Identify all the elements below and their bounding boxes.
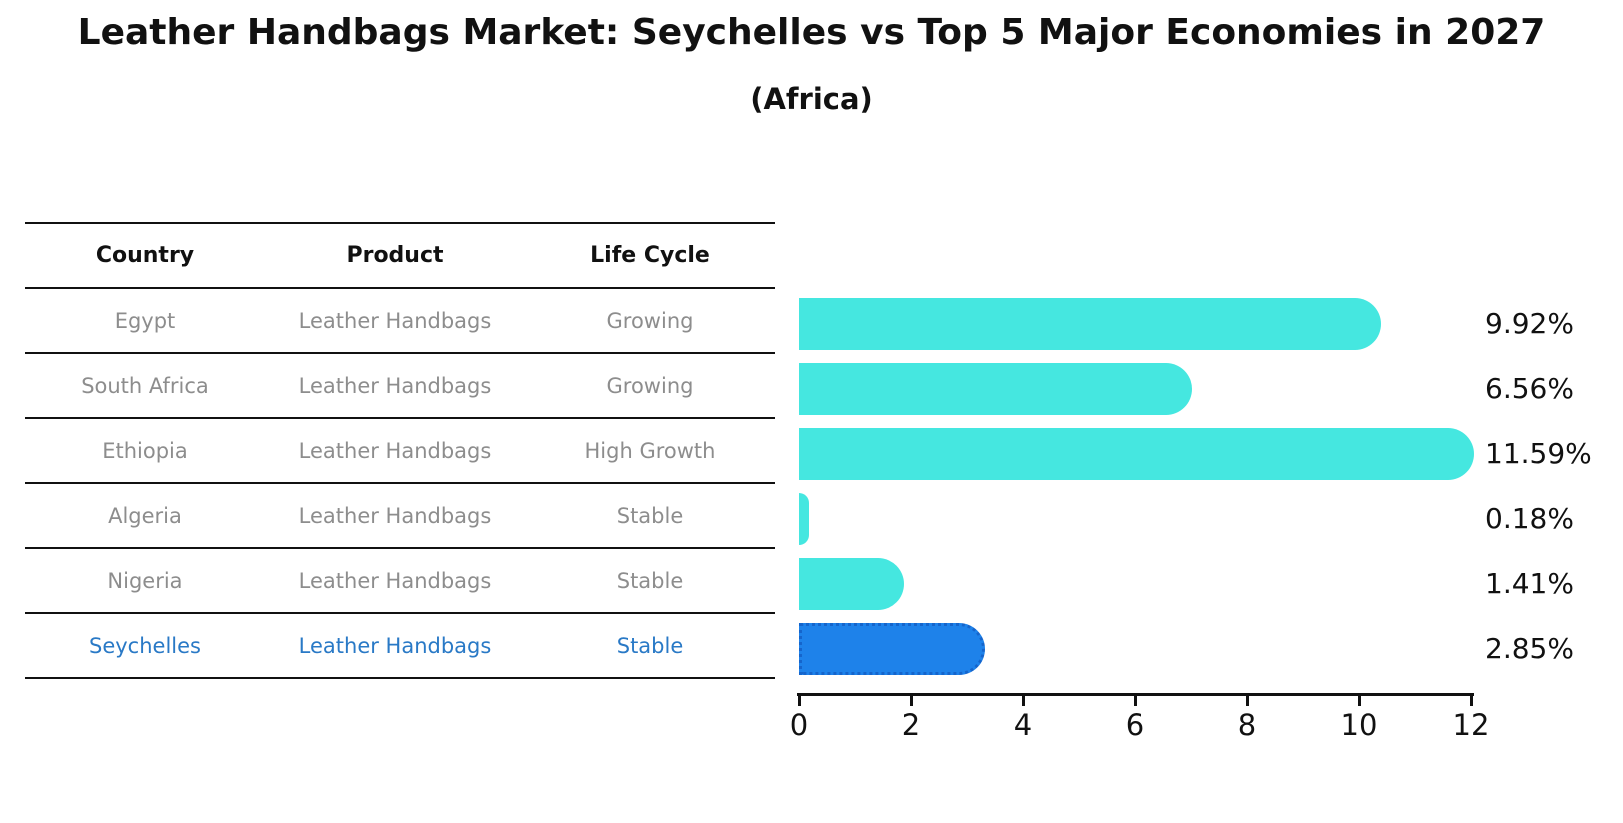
table-cell-product: Leather Handbags bbox=[298, 568, 492, 593]
bar bbox=[799, 493, 810, 545]
x-axis-tick bbox=[1022, 696, 1025, 706]
table-cell-country: Ethiopia bbox=[102, 438, 188, 463]
table-cell-life_cycle: Stable bbox=[616, 503, 684, 528]
table-cell-product: Leather Handbags bbox=[298, 373, 492, 398]
table-cell-product: Leather Handbags bbox=[298, 633, 492, 658]
bar bbox=[799, 298, 1381, 350]
table-row: Algeria Leather Handbags Stable bbox=[25, 484, 775, 549]
bar bbox=[799, 363, 1193, 415]
table-row: Seychelles Leather Handbags Stable bbox=[25, 614, 775, 679]
table-header-cell: Product bbox=[346, 243, 444, 268]
table-cell-life_cycle: Growing bbox=[606, 308, 694, 333]
x-axis-tick-label: 8 bbox=[1237, 708, 1257, 742]
chart-subtitle: (Africa) bbox=[750, 82, 873, 116]
x-axis-tick-label: 12 bbox=[1452, 708, 1490, 742]
x-axis-tick bbox=[1134, 696, 1137, 706]
x-axis-tick bbox=[1470, 696, 1473, 706]
table-cell-product: Leather Handbags bbox=[298, 308, 492, 333]
x-axis-tick-label: 6 bbox=[1125, 708, 1145, 742]
table-cell-life_cycle: Growing bbox=[606, 373, 694, 398]
table-cell-country: South Africa bbox=[81, 373, 209, 398]
table-cell-country: Seychelles bbox=[89, 633, 201, 658]
table-header-cell: Country bbox=[95, 243, 195, 268]
table-cell-life_cycle: Stable bbox=[616, 568, 684, 593]
table-cell-country: Algeria bbox=[108, 503, 182, 528]
bar bbox=[799, 428, 1475, 480]
table-cell-life_cycle: Stable bbox=[616, 633, 684, 658]
country-info-table: Country Product Life Cycle Egypt Leather Han… bbox=[25, 222, 775, 679]
x-axis-line bbox=[797, 693, 1474, 696]
table-cell-country: Nigeria bbox=[107, 568, 183, 593]
bar-value-label: 6.56% bbox=[1485, 372, 1574, 405]
chart-title: Leather Handbags Market: Seychelles vs T… bbox=[77, 12, 1546, 53]
table-row: Nigeria Leather Handbags Stable bbox=[25, 549, 775, 614]
x-axis-tick bbox=[1358, 696, 1361, 706]
table-header-row: Country Product Life Cycle bbox=[25, 222, 775, 289]
table-row: Egypt Leather Handbags Growing bbox=[25, 289, 775, 354]
x-axis-tick-label: 2 bbox=[901, 708, 921, 742]
bar-value-label: 0.18% bbox=[1485, 502, 1574, 535]
x-axis-tick-label: 4 bbox=[1013, 708, 1033, 742]
bar bbox=[799, 558, 904, 610]
table-row: South Africa Leather Handbags Growing bbox=[25, 354, 775, 419]
table-cell-product: Leather Handbags bbox=[298, 438, 492, 463]
table-cell-life_cycle: High Growth bbox=[584, 438, 716, 463]
x-axis-tick-label: 0 bbox=[789, 708, 809, 742]
x-axis-tick bbox=[1246, 696, 1249, 706]
bar-value-label: 1.41% bbox=[1485, 567, 1574, 600]
x-axis-tick bbox=[798, 696, 801, 706]
table-row: Ethiopia Leather Handbags High Growth bbox=[25, 419, 775, 484]
bar-value-label: 2.85% bbox=[1485, 632, 1574, 665]
table-cell-product: Leather Handbags bbox=[298, 503, 492, 528]
x-axis-tick-label: 10 bbox=[1340, 708, 1378, 742]
x-axis-tick bbox=[910, 696, 913, 706]
bar-highlighted bbox=[799, 623, 985, 675]
table-header-cell: Life Cycle bbox=[590, 243, 710, 268]
table-cell-country: Egypt bbox=[114, 308, 176, 333]
bar-value-label: 9.92% bbox=[1485, 307, 1574, 340]
bar-value-label: 11.59% bbox=[1485, 437, 1592, 470]
